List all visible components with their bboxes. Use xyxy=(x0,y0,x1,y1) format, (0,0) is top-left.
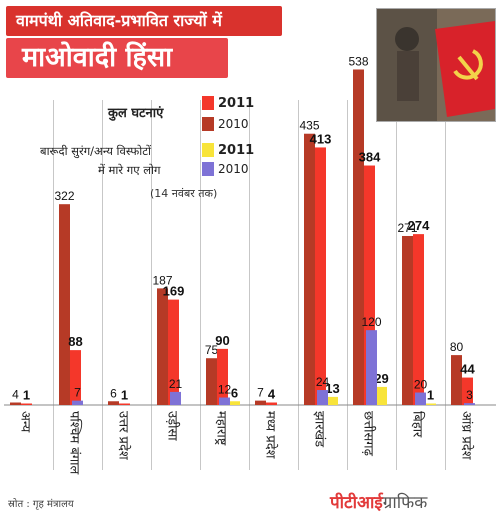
brand-logo: पीटीआईग्राफिक xyxy=(330,490,427,513)
bar-killed-2010 xyxy=(464,403,475,405)
data-label-killed-2010: 3 xyxy=(466,388,473,402)
data-label-incidents-2010: 187 xyxy=(152,273,172,287)
data-label-incidents-2011: 274 xyxy=(408,218,430,233)
data-label-incidents-2011: 413 xyxy=(310,131,332,146)
bar-incidents-2011 xyxy=(413,234,424,405)
legend-year-killed-2010: 2010 xyxy=(218,162,249,176)
data-label-killed-2011: 13 xyxy=(325,381,339,396)
bar-incidents-2011 xyxy=(462,377,473,405)
legend-year-incidents-2011: 2011 xyxy=(218,96,255,111)
category-label: उड़ीसा xyxy=(165,411,181,441)
legend-swatch-killed-2010 xyxy=(202,162,214,176)
data-label-killed-2010: 7 xyxy=(74,386,81,400)
data-label-incidents-2011: 1 xyxy=(23,388,30,403)
category-label: मध्य प्रदेश xyxy=(263,411,279,460)
category-label: आंध्र प्रदेश xyxy=(459,411,475,461)
data-label-incidents-2010: 435 xyxy=(299,119,319,133)
bar-killed-2010 xyxy=(72,400,83,405)
data-label-incidents-2010: 6 xyxy=(110,386,117,400)
category-label: अन्य xyxy=(18,411,33,433)
title-line-2: माओवादी हिंसा xyxy=(6,38,228,78)
source-note: स्रोत : गृह मंत्रालय xyxy=(8,499,74,510)
bar-incidents-2010 xyxy=(10,402,21,405)
bar-incidents-2011 xyxy=(70,350,81,405)
data-label-incidents-2011: 1 xyxy=(121,388,128,403)
bar-incidents-2010 xyxy=(402,235,413,405)
legend-label-killed-1: बारूदी सुरंग/अन्य विस्फोटों xyxy=(40,144,152,158)
hammer-sickle-flag-photo xyxy=(376,8,496,122)
data-label-incidents-2011: 90 xyxy=(215,333,229,348)
category-label: पश्चिम बंगाल xyxy=(67,411,83,475)
bar-incidents-2011 xyxy=(266,402,277,405)
data-label-incidents-2010: 80 xyxy=(450,340,464,354)
data-label-incidents-2011: 4 xyxy=(268,387,276,402)
bar-incidents-2011 xyxy=(315,147,326,406)
data-label-killed-2011: 29 xyxy=(374,371,388,386)
brand-part-1: पीटीआई xyxy=(330,493,383,513)
category-label: उत्तर प्रदेश xyxy=(116,411,132,461)
data-label-incidents-2011: 44 xyxy=(460,362,475,377)
legend-note: (14 नवंबर तक) xyxy=(150,187,218,200)
data-label-killed-2010: 12 xyxy=(218,383,232,397)
bar-incidents-2010 xyxy=(108,401,119,405)
bar-incidents-2010 xyxy=(353,69,364,405)
category-label: बिहार xyxy=(410,411,426,438)
data-label-killed-2010: 120 xyxy=(361,315,381,329)
category-label: महाराष्ट्र xyxy=(214,411,229,446)
bar-killed-2010 xyxy=(366,330,377,405)
bar-incidents-2011 xyxy=(217,348,228,405)
bar-incidents-2011 xyxy=(364,165,375,405)
brand-part-2: ग्राफिक xyxy=(382,493,428,513)
bar-incidents-2010 xyxy=(255,400,266,405)
bar-killed-2010 xyxy=(415,392,426,405)
data-label-killed-2011: 6 xyxy=(231,385,238,400)
data-label-incidents-2010: 271 xyxy=(397,221,417,235)
category-label: झारखंड xyxy=(312,411,327,448)
legend-swatch-killed-2011 xyxy=(202,143,214,157)
legend-swatch-incidents-2010 xyxy=(202,117,214,131)
bar-killed-2011 xyxy=(229,401,240,405)
data-label-incidents-2010: 75 xyxy=(205,343,219,357)
data-label-killed-2010: 20 xyxy=(414,378,428,392)
legend-year-incidents-2010: 2010 xyxy=(218,117,249,131)
category-label: छत्तीसगढ़ xyxy=(361,411,377,457)
bar-killed-2011 xyxy=(376,386,387,405)
legend-year-killed-2011: 2011 xyxy=(218,143,255,158)
data-label-killed-2010: 24 xyxy=(316,375,330,389)
bar-killed-2010 xyxy=(317,390,328,405)
bar-killed-2010 xyxy=(219,397,230,405)
data-label-killed-2011: 1 xyxy=(427,388,434,403)
bar-incidents-2010 xyxy=(451,355,462,405)
bar-killed-2011 xyxy=(327,396,338,405)
bar-killed-2010 xyxy=(170,391,181,405)
bar-incidents-2011 xyxy=(119,403,130,405)
bar-killed-2011 xyxy=(425,403,436,405)
data-label-incidents-2010: 4 xyxy=(12,388,19,402)
legend-label-killed-2: में मारे गए लोग xyxy=(98,163,161,177)
data-label-incidents-2010: 538 xyxy=(348,54,368,68)
legend-swatch-incidents-2011 xyxy=(202,96,214,110)
data-label-killed-2010: 21 xyxy=(169,377,183,391)
bar-incidents-2010 xyxy=(206,358,217,405)
bar-incidents-2010 xyxy=(59,204,70,405)
title-line-1: वामपंथी अतिवाद-प्रभावित राज्यों में xyxy=(6,6,282,36)
data-label-incidents-2011: 169 xyxy=(163,284,185,299)
legend-label-incidents: कुल घटनाएं xyxy=(108,106,164,121)
bar-incidents-2011 xyxy=(21,403,32,405)
bar-incidents-2010 xyxy=(157,288,168,405)
data-label-incidents-2010: 7 xyxy=(257,386,264,400)
data-label-incidents-2011: 384 xyxy=(359,150,381,165)
bar-incidents-2011 xyxy=(168,299,179,405)
data-label-incidents-2011: 88 xyxy=(68,334,82,349)
bar-incidents-2010 xyxy=(304,133,315,405)
data-label-incidents-2010: 322 xyxy=(54,189,74,203)
